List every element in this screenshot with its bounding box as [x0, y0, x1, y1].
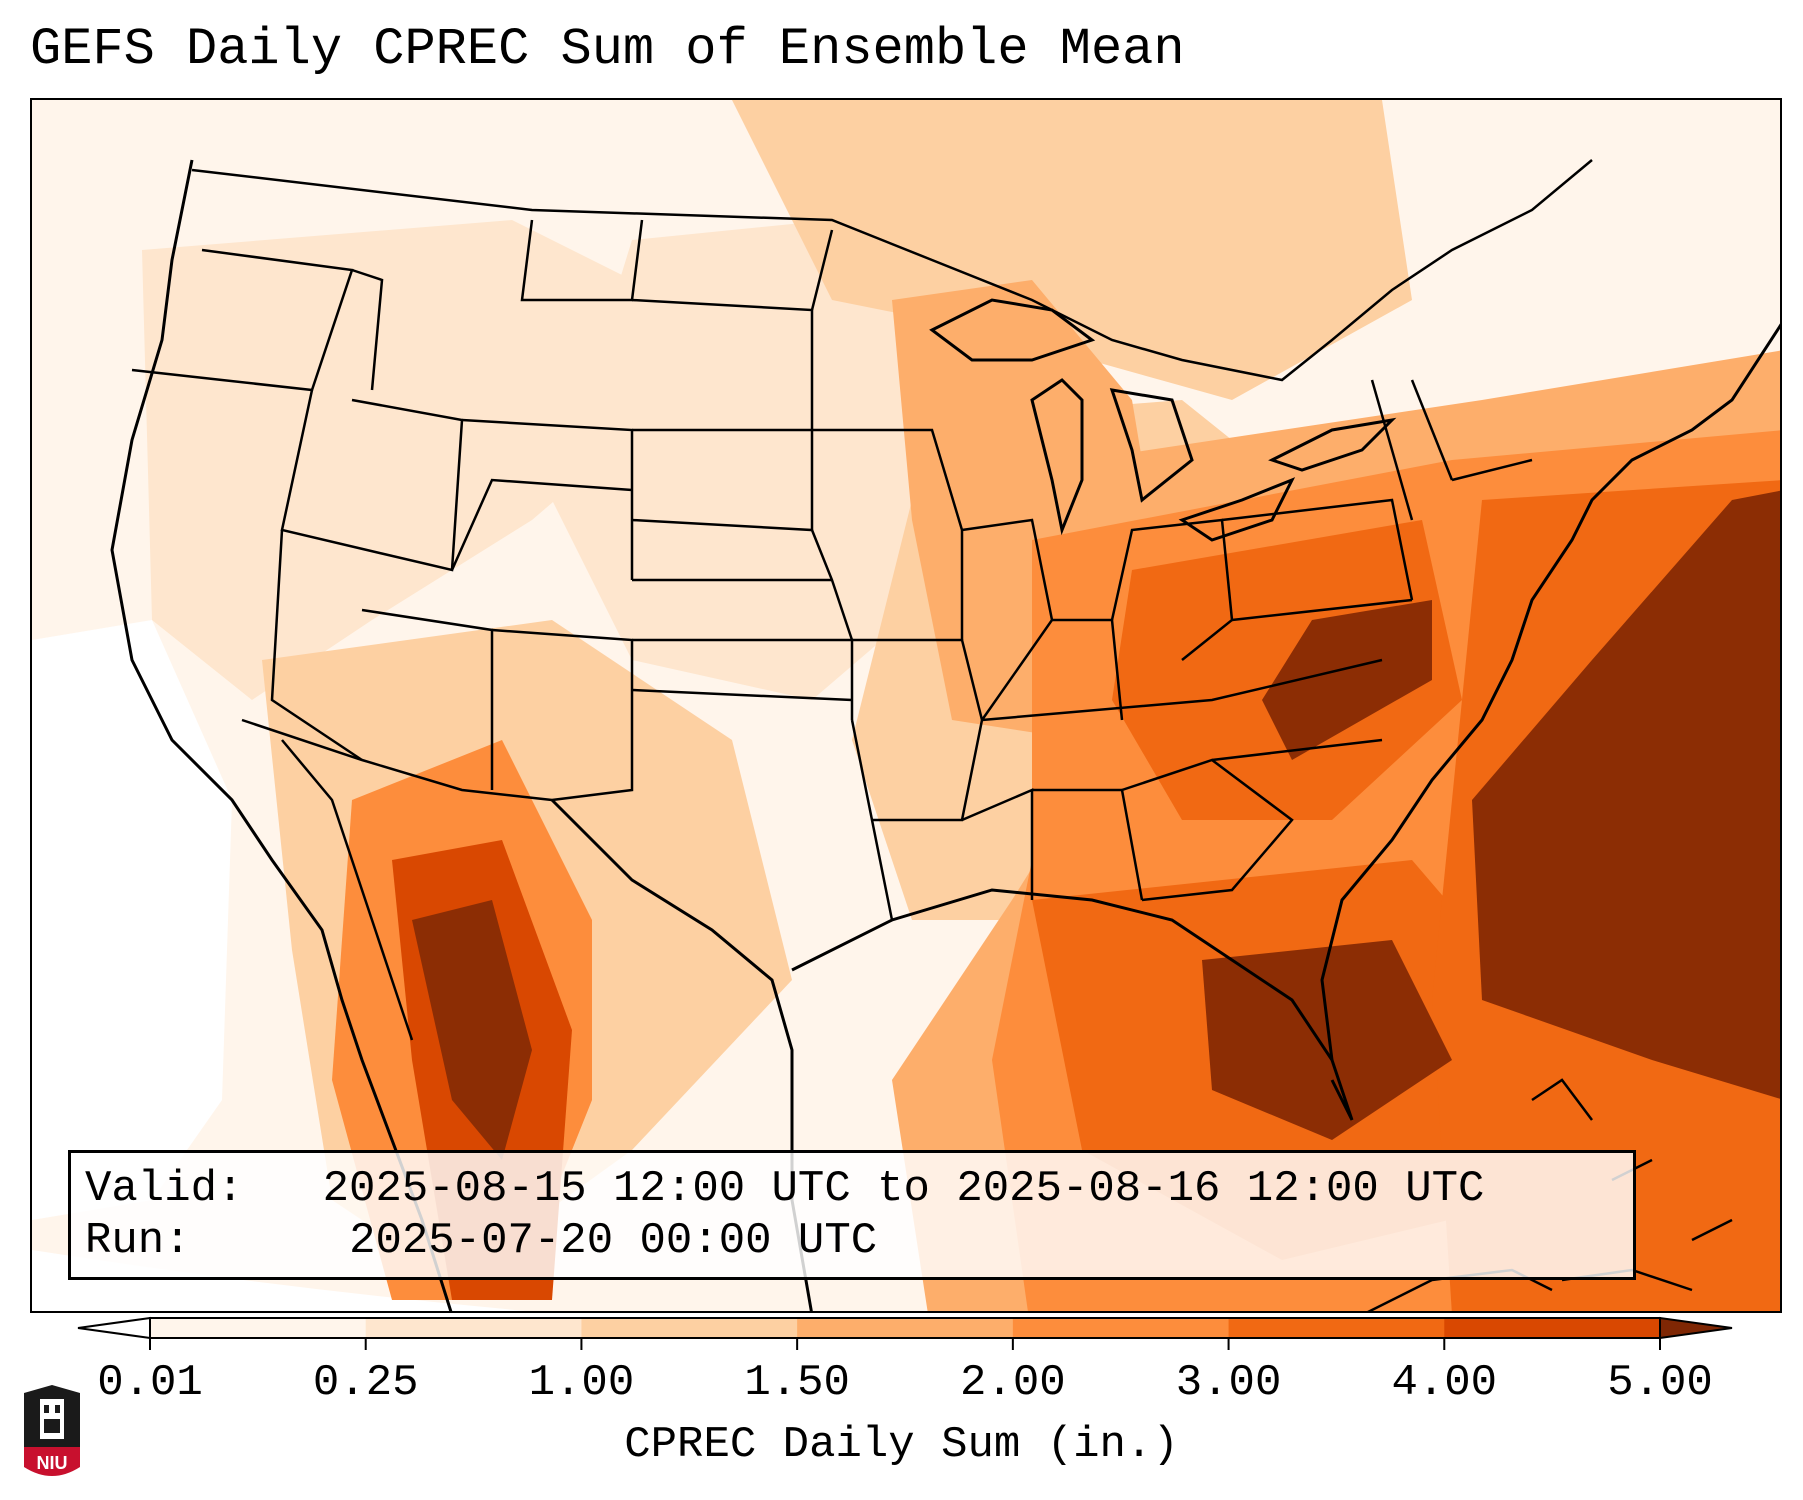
colorbar-under-arrow	[77, 1316, 151, 1340]
colorbar-tick-label: 5.00	[1607, 1358, 1713, 1408]
colorbar-tick-label: 4.00	[1391, 1358, 1498, 1408]
colorbar	[77, 1316, 1733, 1350]
state-boundaries	[131, 219, 1533, 921]
colorbar-segment	[365, 1318, 582, 1338]
colorbar-segment	[581, 1318, 798, 1338]
colorbar-tick-label: 0.25	[312, 1358, 419, 1408]
canada-border	[191, 159, 1593, 382]
colorbar-tick-label: 2.00	[960, 1358, 1066, 1408]
run-value: 2025-07-20 00:00 UTC	[349, 1216, 878, 1266]
no-precip-pacific	[32, 620, 232, 1220]
colorbar-tick-label: 1.00	[528, 1358, 635, 1408]
colorbar-tick-label: 0.01	[97, 1358, 203, 1408]
valid-value: 2025-08-15 12:00 UTC to 2025-08-16 12:00…	[322, 1164, 1485, 1214]
colorbar-segment	[150, 1318, 367, 1338]
precip-max-gulf	[1202, 940, 1452, 1140]
precip-shade-north	[732, 100, 1412, 400]
valid-row: Valid: 2025-08-15 12:00 UTC to 2025-08-1…	[85, 1163, 1619, 1215]
gulf-coast-us	[791, 888, 1354, 1121]
precip-field	[32, 100, 1780, 1311]
precip-max-mexico	[412, 900, 532, 1160]
colorbar-segment	[1012, 1318, 1230, 1338]
niu-logo: NIU	[24, 1385, 80, 1476]
colorbar-segment	[797, 1318, 1014, 1338]
colorbar-tick-label: 1.50	[744, 1358, 850, 1408]
great-lakes	[929, 298, 1397, 542]
precip-shade-plains	[552, 210, 982, 700]
colorbar-over-arrow	[1659, 1316, 1733, 1340]
precip-max-appalachia	[1262, 600, 1432, 760]
valid-label: Valid:	[85, 1164, 244, 1214]
precip-max-atlantic	[1472, 490, 1780, 1099]
atlantic-coastline	[1320, 323, 1780, 1061]
precip-map: Valid: 2025-08-15 12:00 UTC to 2025-08-1…	[30, 98, 1782, 1313]
colorbar-label: CPREC Daily Sum (in.)	[624, 1420, 1179, 1470]
colorbar-outline	[149, 1317, 1661, 1339]
colorbar-segment	[1228, 1318, 1445, 1338]
mexico-border	[241, 718, 553, 802]
run-label: Run:	[85, 1216, 191, 1266]
precip-shade-west	[142, 220, 672, 700]
colorbar-tick-label: 3.00	[1175, 1358, 1282, 1408]
run-row: Run: 2025-07-20 00:00 UTC	[85, 1215, 1619, 1267]
baja-coastline	[281, 739, 414, 1041]
colorbar-segment	[1444, 1318, 1661, 1338]
valid-run-info: Valid: 2025-08-15 12:00 UTC to 2025-08-1…	[68, 1150, 1636, 1280]
map-title: GEFS Daily CPREC Sum of Ensemble Mean	[30, 20, 1185, 79]
logo-text: NIU	[37, 1453, 68, 1473]
